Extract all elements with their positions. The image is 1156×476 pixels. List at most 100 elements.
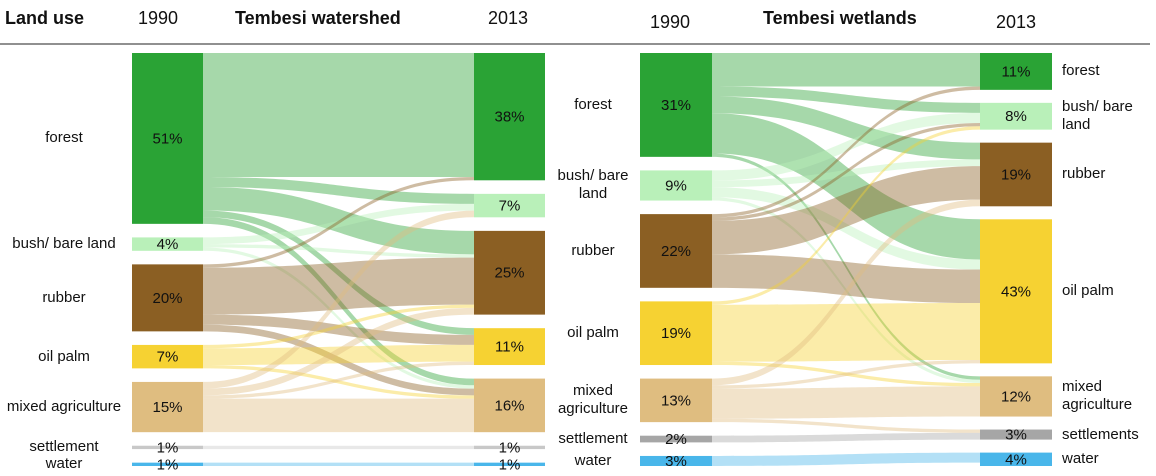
flow xyxy=(712,126,980,305)
flow xyxy=(203,176,474,204)
node xyxy=(980,102,1052,130)
flow xyxy=(712,303,980,362)
value-label: 38% xyxy=(494,109,524,126)
flow xyxy=(712,113,980,260)
flow xyxy=(712,96,980,160)
node xyxy=(980,142,1052,207)
target-label: 2013 xyxy=(488,8,529,28)
flow xyxy=(712,418,980,433)
value-label: 15% xyxy=(152,399,182,416)
node xyxy=(640,170,712,201)
node-label: settlement xyxy=(29,438,99,456)
flow xyxy=(712,386,980,419)
node xyxy=(132,237,203,251)
node-label: forest xyxy=(574,95,612,113)
value-label: 13% xyxy=(661,392,691,409)
value-label: 7% xyxy=(499,198,521,215)
node-label: oil palm xyxy=(1062,282,1114,300)
node xyxy=(474,378,545,433)
node-label: bush/ bare land xyxy=(557,167,629,203)
value-label: 4% xyxy=(157,236,179,253)
target-label: 2013 xyxy=(996,12,1037,32)
value-label: 1% xyxy=(499,439,521,456)
value-label: 1% xyxy=(499,456,521,473)
flow xyxy=(203,398,474,433)
chart-title: Tembesi watershed xyxy=(235,8,401,28)
flow xyxy=(712,122,980,221)
node xyxy=(474,328,545,366)
node xyxy=(474,230,545,315)
node-label: bush/ bare land xyxy=(12,235,116,253)
flow xyxy=(203,462,474,466)
flow xyxy=(203,210,474,389)
flow xyxy=(712,199,980,386)
value-label: 1% xyxy=(157,439,179,456)
node xyxy=(980,429,1052,440)
node-label: water xyxy=(1062,450,1099,468)
flow xyxy=(712,86,980,113)
value-label: 22% xyxy=(661,243,691,260)
node-label: rubber xyxy=(571,241,615,259)
node-label: rubber xyxy=(1062,165,1106,183)
value-label: 12% xyxy=(1001,388,1031,405)
flow xyxy=(203,314,474,345)
node-label: forest xyxy=(45,129,83,147)
flow xyxy=(203,365,474,399)
flow xyxy=(203,307,474,396)
value-label: 7% xyxy=(157,349,179,366)
flow xyxy=(203,203,474,245)
flow xyxy=(203,304,474,349)
flow xyxy=(712,452,980,466)
flow xyxy=(203,217,474,386)
node-label: mixed agriculture xyxy=(6,398,122,416)
flow xyxy=(712,159,980,188)
value-label: 19% xyxy=(1001,166,1031,183)
node-label: oil palm xyxy=(567,324,619,342)
chart-title: Tembesi wetlands xyxy=(763,8,917,28)
flow xyxy=(712,112,980,181)
node xyxy=(640,378,712,423)
value-label: 2% xyxy=(665,431,687,448)
flow xyxy=(712,360,980,389)
flow xyxy=(712,187,980,270)
flow xyxy=(712,53,980,87)
node-label: mixed agriculture xyxy=(557,382,629,418)
node xyxy=(640,53,712,157)
node xyxy=(474,462,545,466)
flow xyxy=(203,445,474,450)
flow xyxy=(712,166,980,255)
node xyxy=(132,53,203,224)
node-label: mixed agriculture xyxy=(1062,378,1133,414)
node xyxy=(132,462,203,466)
node xyxy=(474,445,545,450)
flow xyxy=(712,254,980,304)
flow xyxy=(203,247,474,389)
value-label: 11% xyxy=(495,339,524,356)
node xyxy=(980,219,1052,364)
value-label: 16% xyxy=(494,397,524,414)
flow xyxy=(203,53,474,177)
flow xyxy=(203,210,474,335)
value-label: 43% xyxy=(1001,283,1031,300)
flow xyxy=(203,257,474,315)
flow xyxy=(203,176,474,268)
node xyxy=(474,53,545,181)
node-label: forest xyxy=(1062,62,1100,80)
node xyxy=(640,435,712,443)
source-label: 1990 xyxy=(138,8,179,28)
value-label: 9% xyxy=(665,177,687,194)
value-label: 25% xyxy=(494,265,524,282)
value-label: 31% xyxy=(661,97,691,114)
flow xyxy=(203,361,474,399)
value-label: 3% xyxy=(665,453,687,470)
node xyxy=(132,445,203,450)
flow xyxy=(203,324,474,396)
value-label: 1% xyxy=(157,456,179,473)
node xyxy=(132,264,203,332)
value-label: 51% xyxy=(152,130,182,147)
node xyxy=(132,381,203,433)
axis-title: Land use xyxy=(5,8,85,28)
flow xyxy=(712,86,980,218)
flow xyxy=(712,197,980,384)
node-label: water xyxy=(45,455,83,473)
